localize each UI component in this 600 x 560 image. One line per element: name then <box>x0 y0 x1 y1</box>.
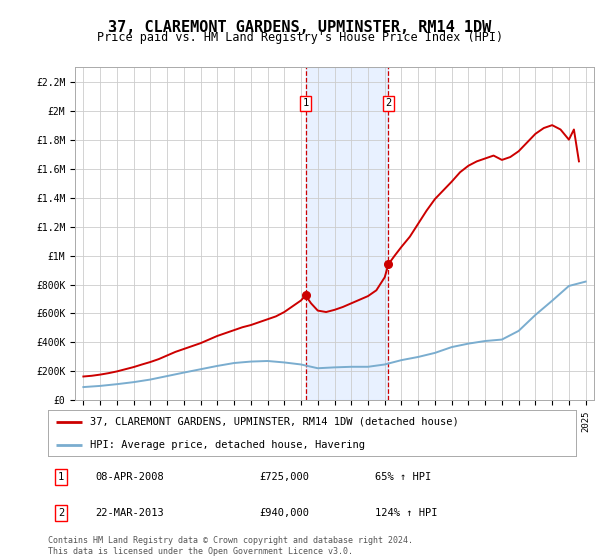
Text: 1: 1 <box>302 99 308 109</box>
Text: 2: 2 <box>385 99 392 109</box>
Text: 2: 2 <box>58 508 64 518</box>
Text: 124% ↑ HPI: 124% ↑ HPI <box>376 508 438 518</box>
Text: 65% ↑ HPI: 65% ↑ HPI <box>376 472 431 482</box>
Text: 37, CLAREMONT GARDENS, UPMINSTER, RM14 1DW (detached house): 37, CLAREMONT GARDENS, UPMINSTER, RM14 1… <box>90 417 459 427</box>
Text: 22-MAR-2013: 22-MAR-2013 <box>95 508 164 518</box>
Text: Contains HM Land Registry data © Crown copyright and database right 2024.
This d: Contains HM Land Registry data © Crown c… <box>48 536 413 556</box>
Text: £940,000: £940,000 <box>259 508 309 518</box>
Text: £725,000: £725,000 <box>259 472 309 482</box>
Text: 1: 1 <box>58 472 64 482</box>
Text: 37, CLAREMONT GARDENS, UPMINSTER, RM14 1DW: 37, CLAREMONT GARDENS, UPMINSTER, RM14 1… <box>109 20 491 35</box>
Text: HPI: Average price, detached house, Havering: HPI: Average price, detached house, Have… <box>90 440 365 450</box>
Text: Price paid vs. HM Land Registry's House Price Index (HPI): Price paid vs. HM Land Registry's House … <box>97 31 503 44</box>
Bar <box>305 67 388 400</box>
Text: 08-APR-2008: 08-APR-2008 <box>95 472 164 482</box>
